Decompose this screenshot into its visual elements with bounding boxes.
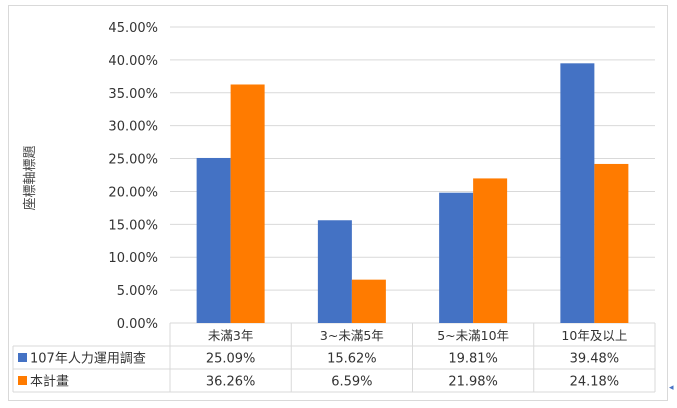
y-tick-label: 30.00% [108, 120, 158, 135]
category-label: 3~未滿5年 [320, 328, 384, 343]
y-tick-label: 20.00% [108, 185, 158, 200]
y-tick-label: 25.00% [108, 153, 158, 168]
legend-series-name: 本計畫 [30, 374, 69, 390]
legend-key [18, 376, 27, 385]
y-tick-label: 10.00% [108, 251, 158, 266]
bar-project [473, 178, 508, 323]
y-axis-ticks: 0.00% 5.00% 10.00% 15.00% 20.00% 25.00% 30.00%… [108, 21, 158, 332]
data-table-value: 19.81% [448, 352, 498, 367]
bar-project [351, 279, 386, 323]
y-tick-label: 40.00% [108, 54, 158, 69]
bar-project [230, 84, 265, 323]
bar-survey [439, 192, 474, 323]
y-axis-title: 座標軸標題 [23, 145, 38, 210]
legend-key [18, 353, 27, 362]
y-tick-label: 0.00% [117, 317, 158, 332]
y-tick-label: 35.00% [108, 87, 158, 102]
data-table-value: 25.09% [206, 352, 256, 367]
data-table-value: 24.18% [570, 375, 620, 390]
category-label: 5~未滿10年 [437, 328, 509, 343]
bar-project [594, 163, 629, 323]
bar-survey [196, 157, 231, 323]
data-table-value: 21.98% [448, 375, 498, 390]
category-label: 10年及以上 [561, 328, 627, 343]
legend-series-name: 107年人力運用調查 [30, 352, 146, 367]
data-table-value: 6.59% [331, 375, 372, 390]
category-label: 未滿3年 [208, 328, 253, 343]
data-table-value: 15.62% [327, 352, 377, 367]
resize-handle-icon[interactable]: ◂ [669, 383, 674, 393]
y-tick-label: 45.00% [108, 21, 158, 36]
data-table-value: 39.48% [570, 352, 620, 367]
y-tick-label: 5.00% [117, 284, 158, 299]
bars [196, 63, 629, 324]
bar-survey [560, 63, 595, 324]
bar-survey [317, 220, 352, 323]
data-table-value: 36.26% [206, 375, 256, 390]
y-tick-label: 15.00% [108, 218, 158, 233]
chart-frame: 0.00% 5.00% 10.00% 15.00% 20.00% 25.00% 30.00%… [8, 5, 668, 401]
bar-chart: 0.00% 5.00% 10.00% 15.00% 20.00% 25.00% 30.00%… [12, 21, 656, 393]
data-table: 未滿3年 3~未滿5年 5~未滿10年 10年及以上 107年人力運用調查 25.09% 1… [12, 323, 656, 393]
